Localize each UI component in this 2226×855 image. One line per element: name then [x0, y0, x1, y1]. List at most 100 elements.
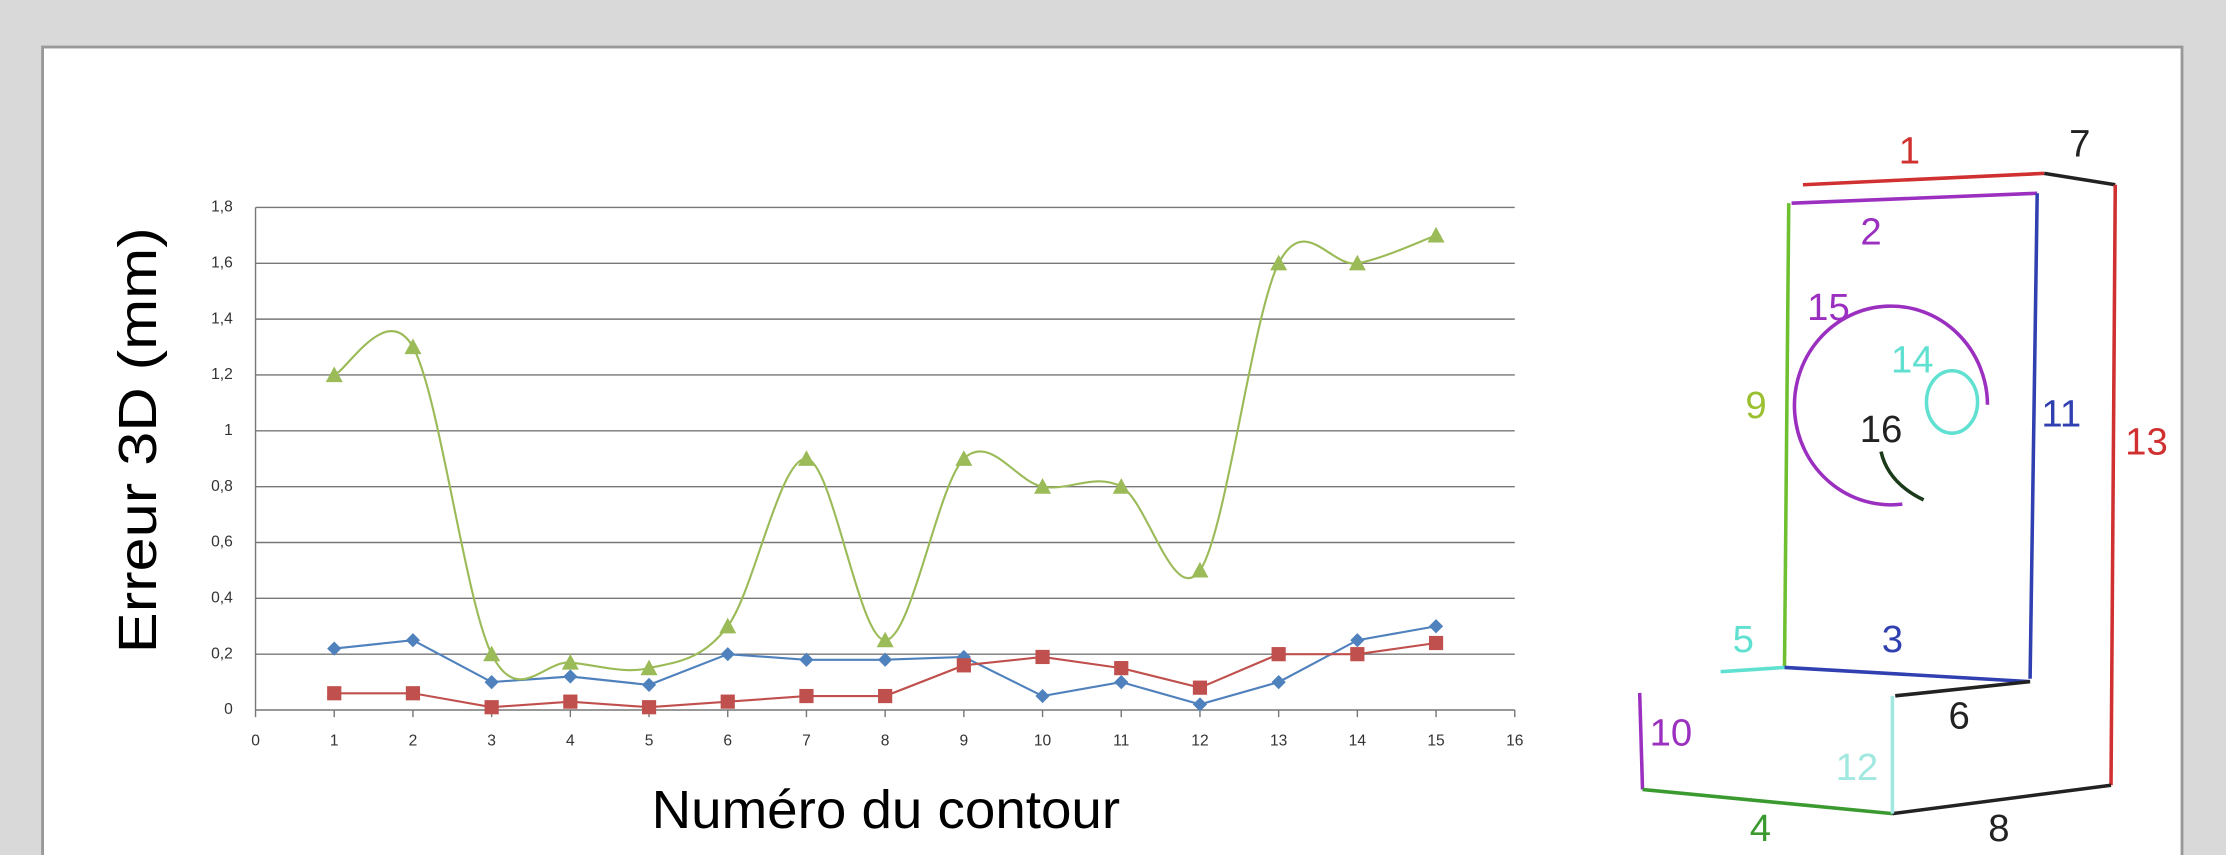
x-tick-label: 0	[251, 732, 260, 749]
marker	[563, 669, 578, 684]
x-tick-label: 8	[881, 732, 890, 749]
x-tick-label: 10	[1034, 732, 1052, 749]
marker	[1350, 647, 1365, 662]
marker	[1034, 478, 1052, 494]
contour	[1637, 692, 1645, 790]
marker	[640, 659, 658, 676]
y-tick-label: 0,2	[211, 645, 233, 662]
contour	[1802, 171, 2045, 187]
marker	[1348, 254, 1366, 271]
plot: 00,20,40,60,811,21,41,61,80 1 2 3 4 5 6 7 8 9 10 11…	[211, 199, 1523, 750]
contour-label: 10	[1650, 712, 1693, 755]
marker	[1112, 478, 1130, 494]
x-tick-label: 12	[1191, 732, 1208, 749]
marker	[563, 694, 578, 709]
contour	[1720, 665, 1785, 674]
contour	[1784, 665, 2031, 684]
y-tick-label: 1,4	[211, 310, 233, 327]
contour-label: 4	[1750, 807, 1771, 850]
contour	[1791, 191, 2038, 205]
x-tick-label: 9	[960, 732, 969, 749]
marker	[1428, 635, 1444, 651]
y-tick-label: 1	[224, 422, 233, 439]
marker	[483, 645, 501, 662]
marker	[1192, 680, 1208, 695]
marker	[1035, 649, 1050, 665]
marker	[797, 450, 815, 466]
x-tick-label: 1	[330, 732, 339, 749]
marker	[1427, 226, 1445, 243]
y-tick-label: 0	[224, 701, 233, 718]
contour	[1892, 783, 2112, 816]
marker	[327, 686, 342, 701]
contour	[2028, 193, 2039, 679]
contour	[1924, 368, 1980, 435]
marker	[1114, 661, 1129, 676]
x-tick-label: 11	[1113, 732, 1129, 749]
marker	[405, 686, 421, 701]
contour-label: 5	[1733, 618, 1754, 661]
y-tick-label: 0,6	[211, 534, 233, 551]
marker	[955, 450, 973, 466]
y-tick-label: 1,6	[211, 254, 233, 271]
marker	[719, 617, 737, 634]
contour	[2044, 171, 2116, 187]
contour-label: 12	[1836, 746, 1879, 789]
contour-label: 7	[2069, 123, 2090, 166]
x-tick-label: 7	[802, 732, 811, 749]
x-tick-label: 16	[1506, 732, 1523, 749]
contour	[1642, 787, 1893, 816]
x-tick-label: 15	[1427, 732, 1445, 749]
marker	[956, 658, 971, 673]
contour-label: 8	[1988, 807, 2009, 850]
y-tick-label: 1,2	[211, 366, 233, 383]
contour-label: 16	[1860, 408, 1903, 451]
marker	[876, 631, 894, 648]
marker	[325, 366, 343, 383]
marker	[1271, 647, 1286, 662]
x-tick-label: 6	[723, 732, 732, 749]
contour-label: 1	[1899, 130, 1920, 173]
contour	[2109, 184, 2118, 786]
marker	[484, 700, 499, 715]
contour	[1895, 679, 2031, 698]
x-tick-label: 3	[487, 732, 496, 749]
contour-label: 11	[2041, 392, 2081, 435]
marker	[641, 700, 657, 715]
contour-label: 13	[2125, 421, 2168, 464]
marker	[1191, 561, 1209, 578]
contour-label: 3	[1882, 618, 1903, 661]
marker	[641, 677, 657, 692]
marker	[878, 688, 893, 704]
x-tick-label: 14	[1349, 732, 1367, 749]
y-tick-label: 1,8	[211, 199, 233, 216]
contour-label: 15	[1807, 286, 1850, 329]
x-tick-label: 4	[566, 732, 575, 749]
diagram	[1637, 171, 2118, 816]
marker	[404, 338, 422, 355]
frame	[41, 45, 2184, 855]
y-axis-label: Erreur 3D (mm)	[108, 227, 168, 653]
marker	[1350, 633, 1365, 648]
contour-label: 9	[1745, 384, 1766, 427]
contour-label: 14	[1891, 338, 1934, 381]
x-tick-label: 13	[1270, 732, 1287, 749]
diagram-labels: 1 2 3 4 5 6 7 8 9 10 11 12 13 14 15 16	[1650, 123, 2168, 850]
contour	[1792, 304, 1990, 507]
x-tick-label: 2	[409, 732, 418, 749]
y-tick-label: 0,4	[211, 589, 233, 606]
marker	[561, 654, 579, 670]
contour	[1782, 203, 1791, 668]
marker	[1035, 688, 1050, 704]
contour	[1879, 451, 1925, 502]
x-tick-label: 5	[645, 732, 654, 749]
marker	[1270, 254, 1288, 271]
x-axis-label: Numéro du contour	[652, 780, 1121, 840]
contour-label: 6	[1948, 695, 1969, 738]
marker	[1192, 697, 1208, 712]
contour-label: 2	[1860, 211, 1881, 254]
marker	[720, 694, 735, 709]
marker	[799, 688, 814, 704]
